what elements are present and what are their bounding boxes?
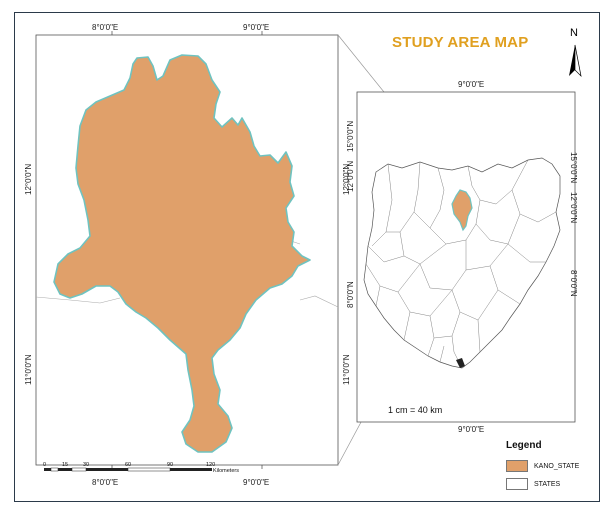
main-bottom-tick-label: 8°0'0"E: [92, 478, 119, 487]
legend-swatch: [506, 460, 528, 472]
north-arrow-icon: [569, 44, 582, 78]
inset-right-tick-label: 8°0'0"N: [569, 270, 578, 297]
scalebar-tick-label: 15: [62, 462, 69, 468]
main-top-tick-label: 8°0'0"E: [92, 23, 119, 32]
scale-bar: [44, 467, 212, 472]
neighbour-boundary-line: [299, 295, 339, 308]
legend-swatch: [506, 478, 528, 490]
inset-left-tick-label: 15°0'0"N: [346, 120, 355, 152]
inset-top-tick-label: 9°0'0"E: [458, 80, 485, 89]
legend-item-label: STATES: [534, 480, 561, 488]
scalebar-tick-label: 120: [206, 462, 216, 468]
state-boundaries: [365, 159, 557, 369]
north-label: N: [570, 27, 578, 39]
inset-right-tick-label: 12°0'0"N: [569, 192, 578, 224]
coastal-feature: [456, 358, 465, 368]
legend-item-states: STATES: [506, 478, 560, 490]
neighbour-boundary-line: [35, 296, 121, 304]
scalebar-unit-label: Kilometers: [213, 468, 239, 474]
scale-note: 1 cm = 40 km: [388, 405, 443, 415]
scalebar-tick-label: 30: [83, 462, 90, 468]
inset-left-tick-label: 12°0'0"N: [346, 160, 355, 192]
inset-right-tick-label: 15°0'0"N: [569, 152, 578, 184]
main-left-tick-label: 11°0'0"N: [24, 354, 33, 385]
inset-kano-highlight: [451, 189, 473, 232]
inset-left-tick-label: 8°0'0"N: [346, 281, 355, 308]
nigeria-outline: [363, 157, 561, 369]
map-title: STUDY AREA MAP: [392, 34, 529, 51]
main-bottom-tick-label: 9°0'0"E: [243, 478, 270, 487]
scalebar-tick-label: 90: [167, 462, 174, 468]
main-top-tick-label: 9°0'0"E: [243, 23, 270, 32]
map-layout-frame: [14, 12, 600, 502]
main-right-tick-label: 11°0'0"N: [342, 354, 351, 385]
legend-item-kano: KANO_STATE: [506, 460, 579, 472]
legend-item-label: KANO_STATE: [534, 462, 580, 470]
main-left-tick-label: 12°0'0"N: [24, 163, 33, 195]
kano-state-polygon: [53, 54, 311, 453]
scalebar-tick-label: 0: [43, 462, 47, 468]
legend-title: Legend: [506, 440, 542, 451]
scalebar-tick-label: 60: [125, 462, 132, 468]
inset-bottom-tick-label: 9°0'0"E: [458, 425, 485, 434]
